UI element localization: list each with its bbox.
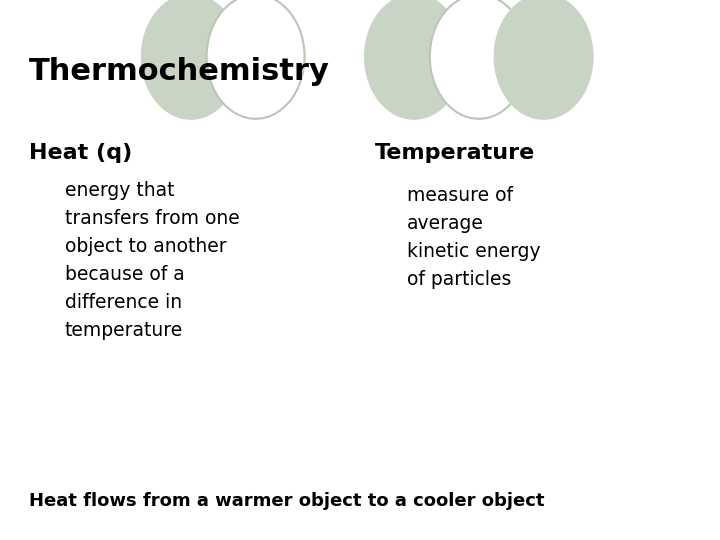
Text: Thermochemistry: Thermochemistry	[29, 57, 330, 86]
Text: Temperature: Temperature	[374, 143, 535, 163]
Ellipse shape	[142, 0, 240, 119]
Text: measure of
average
kinetic energy
of particles: measure of average kinetic energy of par…	[407, 186, 541, 289]
Ellipse shape	[495, 0, 593, 119]
Text: Heat (q): Heat (q)	[29, 143, 132, 163]
Ellipse shape	[430, 0, 528, 119]
Text: energy that
transfers from one
object to another
because of a
difference in
temp: energy that transfers from one object to…	[65, 181, 240, 340]
Text: Heat flows from a warmer object to a cooler object: Heat flows from a warmer object to a coo…	[29, 492, 544, 510]
Ellipse shape	[365, 0, 463, 119]
Ellipse shape	[207, 0, 305, 119]
